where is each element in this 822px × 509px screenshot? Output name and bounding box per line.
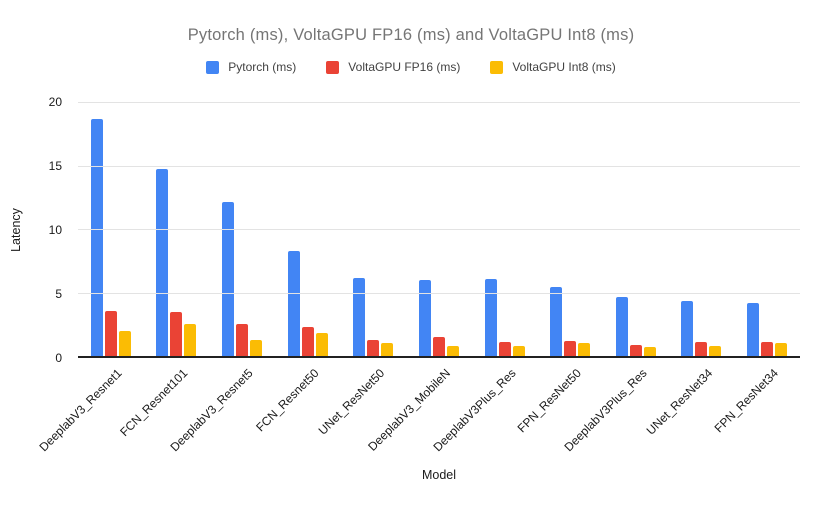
- bar-fp16: [761, 342, 774, 356]
- legend-label-fp16: VoltaGPU FP16 (ms): [348, 60, 461, 74]
- legend-swatch-pytorch-icon: [206, 60, 220, 74]
- bar-fp16: [564, 340, 577, 356]
- bar-pytorch: [287, 250, 300, 356]
- plot-grid: [78, 102, 800, 358]
- bar-int8: [578, 343, 591, 356]
- bar-group: [156, 102, 197, 356]
- x-tick-label: UNet_ResNet50: [315, 366, 388, 438]
- legend-item-pytorch: Pytorch (ms): [206, 60, 296, 74]
- bar-group: [222, 102, 263, 356]
- bar-pytorch: [90, 118, 103, 356]
- legend-label-int8: VoltaGPU Int8 (ms): [512, 60, 616, 74]
- chart-title: Pytorch (ms), VoltaGPU FP16 (ms) and Vol…: [187, 26, 635, 44]
- bar-fp16: [695, 342, 708, 356]
- bar-pytorch: [484, 279, 497, 356]
- bar-group: [550, 102, 591, 356]
- legend-swatch-fp16-icon: [326, 60, 340, 74]
- bar-fp16: [367, 340, 380, 356]
- bar-fp16: [236, 324, 249, 356]
- bar-int8: [381, 343, 394, 356]
- chart-legend: Pytorch (ms) VoltaGPU FP16 (ms) VoltaGPU…: [0, 60, 822, 74]
- bar-int8: [184, 324, 197, 356]
- bar-int8: [118, 330, 131, 356]
- bar-group: [418, 102, 459, 356]
- x-tick-label: FCN_Resnet101: [117, 366, 191, 440]
- bar-int8: [250, 340, 263, 356]
- legend-label-pytorch: Pytorch (ms): [228, 60, 297, 74]
- y-tick-label: 0: [55, 351, 62, 365]
- bar-int8: [643, 347, 656, 356]
- bar-group: [484, 102, 525, 356]
- y-tick-label: 10: [48, 223, 62, 237]
- bar-pytorch: [681, 300, 694, 356]
- x-tick-label: DeeplabV3_Resnet1: [36, 366, 125, 455]
- bar-fp16: [170, 312, 183, 356]
- plot-area: [78, 102, 800, 358]
- bar-int8: [512, 346, 525, 356]
- bar-fp16: [104, 310, 117, 356]
- legend-swatch-int8-icon: [490, 60, 504, 74]
- bar-group: [90, 102, 131, 356]
- bar-fp16: [432, 336, 445, 356]
- bar-group: [353, 102, 394, 356]
- y-tick-label: 5: [55, 287, 62, 301]
- bar-pytorch: [222, 202, 235, 356]
- legend-item-int8: VoltaGPU Int8 (ms): [490, 60, 616, 74]
- x-tick-label: FPN_ResNet50: [514, 366, 585, 436]
- bar-group: [681, 102, 722, 356]
- bar-pytorch: [747, 302, 760, 356]
- legend-item-fp16: VoltaGPU FP16 (ms): [326, 60, 460, 74]
- bar-pytorch: [418, 279, 431, 356]
- x-axis-title: Model: [421, 468, 457, 482]
- bar-group: [747, 102, 788, 356]
- gridline: [78, 229, 800, 230]
- gridline: [78, 102, 800, 103]
- bar-groups: [78, 102, 800, 356]
- y-tick-label: 20: [48, 95, 62, 109]
- bar-pytorch: [353, 277, 366, 356]
- y-axis-tick-labels: 0 5 10 15 20: [0, 95, 62, 365]
- bar-fp16: [629, 345, 642, 356]
- bar-group: [287, 102, 328, 356]
- gridline: [78, 165, 800, 167]
- bar-pytorch: [550, 287, 563, 356]
- bar-int8: [775, 343, 788, 356]
- bar-int8: [709, 346, 722, 356]
- y-tick-label: 15: [48, 159, 62, 173]
- bar-fp16: [498, 342, 511, 356]
- bar-group: [615, 102, 656, 356]
- bar-fp16: [301, 327, 314, 356]
- bar-pytorch: [615, 296, 628, 356]
- bar-int8: [446, 346, 459, 356]
- x-tick-label: UNet_ResNet34: [643, 366, 716, 438]
- x-tick-label: FCN_Resnet50: [253, 366, 322, 435]
- gridline: [78, 292, 800, 294]
- bar-int8: [315, 333, 328, 356]
- x-tick-label: FPN_ResNet34: [711, 366, 782, 436]
- bar-pytorch: [156, 169, 169, 356]
